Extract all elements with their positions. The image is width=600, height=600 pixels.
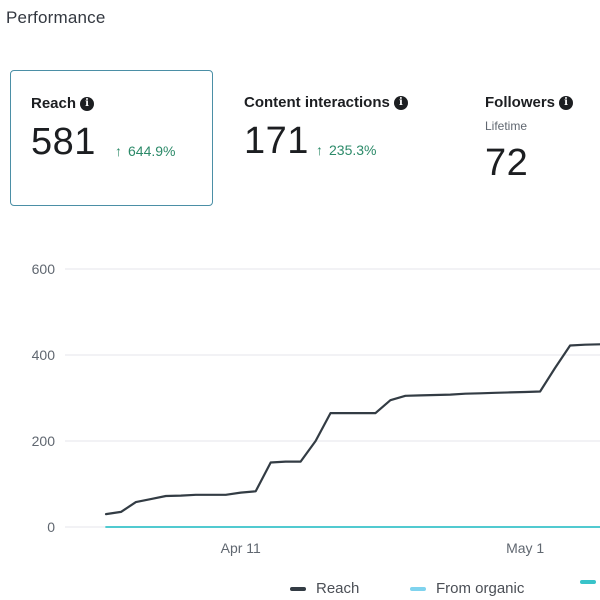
y-tick-label: 600	[32, 261, 56, 277]
followers-label: Followers i	[485, 94, 574, 111]
followers-value: 72	[485, 142, 529, 184]
section-title: Performance	[6, 8, 106, 27]
legend-swatch-organic	[410, 586, 426, 591]
legend-label-reach: Reach	[316, 580, 360, 597]
followers-metric-card[interactable]: Followers i Lifetime 72	[485, 70, 600, 206]
legend-label-organic: From organic	[436, 580, 525, 597]
content-interactions-change: ↑ 235.3%	[316, 142, 376, 158]
legend-item-organic[interactable]: From organic	[410, 580, 524, 597]
legend-item-third[interactable]	[580, 580, 600, 584]
content-interactions-metric-card[interactable]: Content interactions i 171 ↑ 235.3%	[244, 70, 464, 206]
content-interactions-change-text: 235.3%	[329, 142, 377, 158]
info-icon[interactable]: i	[80, 96, 95, 111]
series-line-reach	[104, 343, 600, 516]
content-interactions-label-text: Content interactions	[244, 94, 390, 111]
performance-chart: 0 200 400 600 Apr 11 May 1	[0, 245, 600, 600]
info-icon[interactable]: i	[393, 95, 408, 110]
reach-change: ↑ 644.9%	[115, 143, 175, 159]
chart-legend: Reach From organic	[0, 580, 600, 600]
legend-swatch-third	[580, 580, 596, 584]
line-chart-svg: 0 200 400 600 Apr 11 May 1	[32, 261, 600, 556]
arrow-up-icon: ↑	[316, 142, 323, 158]
y-tick-label: 400	[32, 347, 56, 363]
x-tick-label: Apr 11	[221, 540, 261, 556]
reach-label-text: Reach	[31, 95, 77, 112]
reach-metric-card[interactable]: Reach i 581 ↑ 644.9%	[10, 70, 213, 206]
content-interactions-label: Content interactions i	[244, 94, 408, 111]
content-interactions-value: 171	[244, 120, 309, 162]
info-icon[interactable]: i	[559, 95, 574, 110]
followers-sublabel: Lifetime	[485, 119, 528, 133]
y-tick-label: 0	[47, 519, 55, 535]
y-tick-label: 200	[32, 433, 56, 449]
x-tick-label: May 1	[506, 540, 544, 556]
followers-label-text: Followers	[485, 94, 556, 111]
reach-change-text: 644.9%	[128, 143, 176, 159]
legend-item-reach[interactable]: Reach	[290, 580, 359, 597]
legend-swatch-reach	[290, 586, 306, 591]
arrow-up-icon: ↑	[115, 143, 122, 159]
reach-value: 581	[31, 121, 96, 163]
reach-label: Reach i	[31, 95, 95, 112]
